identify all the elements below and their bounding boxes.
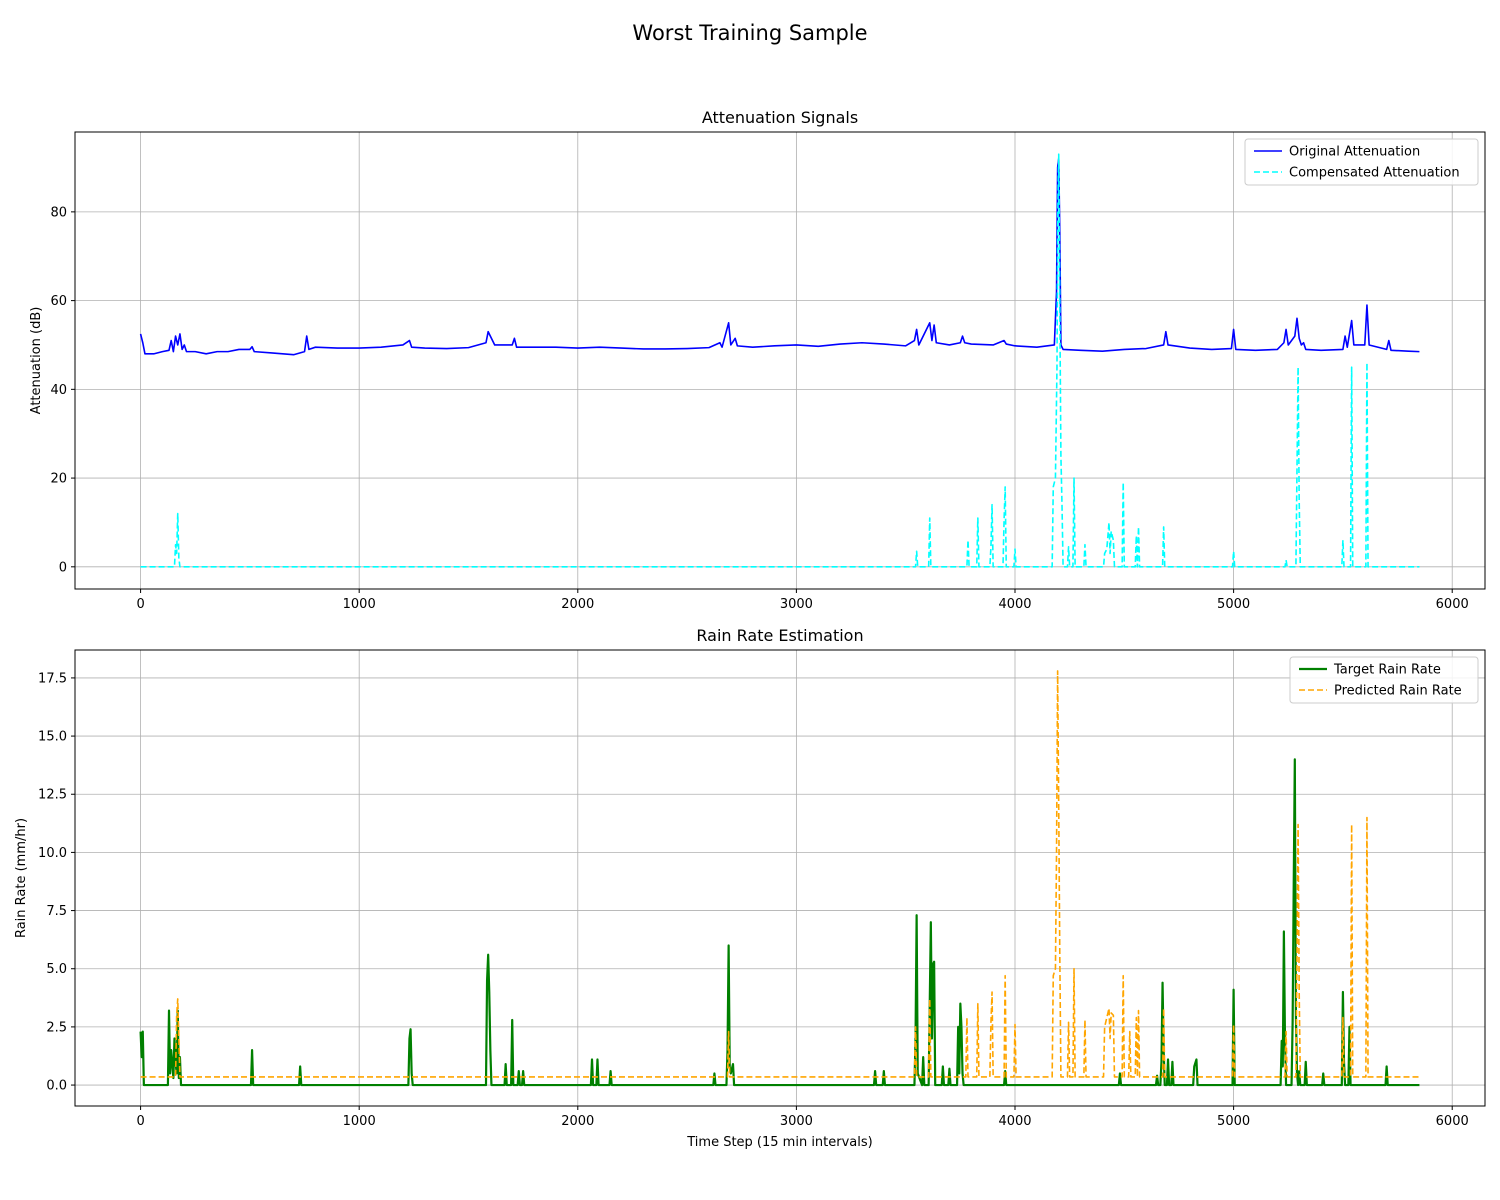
- legend-box: [1244, 138, 1479, 186]
- figure-title: Worst Training Sample: [632, 21, 867, 45]
- grid: [75, 650, 1485, 1106]
- x-axis-label: Time Step (15 min intervals): [686, 1135, 872, 1150]
- y-tick-label: 5.0: [46, 962, 67, 977]
- x-tick-label: 0: [136, 1114, 144, 1129]
- y-axis-label: Attenuation (dB): [29, 307, 44, 415]
- y-tick-label: 2.5: [46, 1020, 67, 1035]
- legend-label-target-rain-rate: Target Rain Rate: [1333, 663, 1441, 678]
- legend-label-compensated-attenuation: Compensated Attenuation: [1289, 166, 1460, 181]
- x-tick-label: 5000: [1217, 597, 1250, 612]
- panel-title: Attenuation Signals: [702, 108, 858, 127]
- x-tick-label: 4000: [998, 1114, 1031, 1129]
- x-tick-label: 2000: [561, 1114, 594, 1129]
- y-tick-label: 0: [59, 560, 67, 575]
- axes-frame: [74, 649, 1486, 1107]
- series-line-target-rain-rate: [139, 758, 1420, 1087]
- x-tick-label: 1000: [343, 597, 376, 612]
- x-tick-label: 0: [136, 597, 144, 612]
- series-group: [139, 153, 1420, 568]
- y-axis-label: Rain Rate (mm/hr): [14, 818, 29, 938]
- series-line-original-attenuation: [139, 157, 1420, 356]
- y-tick-label: 0.0: [46, 1079, 67, 1094]
- x-tick-label: 6000: [1436, 1114, 1469, 1129]
- rain-rate-panel: 0 1000 2000 3000 4000 5000 6000 0.0 2.5 5.0 7.5 10.…: [14, 626, 1486, 1150]
- legend: Original Attenuation Compensated Attenuat…: [1244, 138, 1479, 186]
- attenuation-panel: 0 1000 2000 3000 4000 5000 6000 0 20 40 60 80 Attenu…: [29, 108, 1486, 612]
- axes-frame: [74, 131, 1486, 590]
- x-tick-label: 4000: [998, 597, 1031, 612]
- y-tick-label: 15.0: [38, 730, 67, 745]
- y-tick-label: 80: [50, 205, 67, 220]
- y-tick-label: 20: [50, 472, 67, 487]
- x-tick-label: 2000: [561, 597, 594, 612]
- legend: Target Rain Rate Predicted Rain Rate: [1289, 656, 1479, 704]
- y-tick-label: 10.0: [38, 846, 67, 861]
- y-tick-label: 17.5: [38, 671, 67, 686]
- x-tick-label: 5000: [1217, 1114, 1250, 1129]
- y-tick-label: 60: [50, 294, 67, 309]
- panel-title: Rain Rate Estimation: [696, 626, 863, 645]
- x-tick-label: 3000: [780, 1114, 813, 1129]
- y-tick-label: 40: [50, 383, 67, 398]
- y-tick-label: 7.5: [46, 904, 67, 919]
- series-line-predicted-rain-rate: [140, 670, 1420, 1078]
- legend-label-original-attenuation: Original Attenuation: [1289, 145, 1420, 160]
- legend-box: [1289, 656, 1479, 704]
- legend-label-predicted-rain-rate: Predicted Rain Rate: [1334, 684, 1462, 699]
- series-line-compensated-attenuation: [140, 153, 1420, 568]
- y-tick-label: 12.5: [38, 788, 67, 803]
- x-tick-label: 3000: [780, 597, 813, 612]
- series-group: [139, 670, 1420, 1087]
- x-tick-label: 1000: [343, 1114, 376, 1129]
- x-tick-label: 6000: [1436, 597, 1469, 612]
